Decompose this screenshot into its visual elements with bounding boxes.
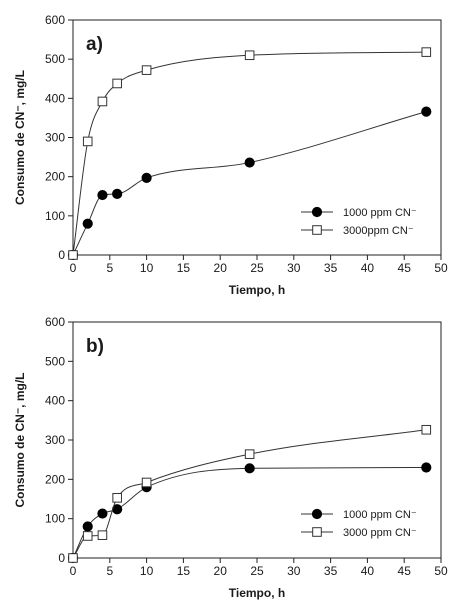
panel-label: a) <box>86 34 103 55</box>
x-tick-label: 0 <box>70 261 77 275</box>
x-tick-label: 50 <box>434 564 448 578</box>
x-tick-label: 0 <box>70 564 77 578</box>
data-point-series-1 <box>112 188 123 199</box>
x-tick-label: 20 <box>214 261 228 275</box>
x-tick-label: 25 <box>250 564 264 578</box>
y-axis-title: Consumo de CN⁻, mg/L <box>13 373 27 508</box>
data-point-series-1 <box>141 172 152 183</box>
data-point-series-1 <box>244 463 255 474</box>
y-tick-label: 400 <box>45 91 65 105</box>
data-point-series-2 <box>112 78 122 89</box>
x-tick-label: 50 <box>434 261 448 275</box>
y-tick-label: 600 <box>45 13 65 27</box>
data-point-series-2 <box>421 424 432 435</box>
x-tick-label: 45 <box>398 261 412 275</box>
data-point-series-2 <box>97 96 108 107</box>
legend-marker-2 <box>312 225 322 235</box>
data-point-series-1 <box>82 521 93 532</box>
y-tick-label: 400 <box>45 394 65 408</box>
legend-label-1: 1000 ppm CN⁻ <box>343 207 417 219</box>
x-tick-label: 20 <box>214 564 228 578</box>
data-point-series-2 <box>97 530 108 540</box>
chart-panel-a: 0 5 10 15 20 25 30 35 40 45 500100200300400500600T… <box>13 13 448 297</box>
x-axis-title: Tiempo, h <box>229 586 285 600</box>
x-tick-label: 5 <box>106 564 113 578</box>
data-point-series-1 <box>421 462 432 473</box>
y-tick-label: 300 <box>45 131 65 145</box>
x-tick-label: 10 <box>140 261 154 275</box>
y-tick-label: 500 <box>45 52 65 66</box>
x-tick-label: 30 <box>287 564 301 578</box>
data-point-series-2 <box>82 136 93 147</box>
data-point-series-2 <box>244 449 255 459</box>
legend-label-2: 3000 ppm CN⁻ <box>343 527 417 539</box>
data-point-series-1 <box>421 106 432 117</box>
y-tick-label: 200 <box>45 472 65 486</box>
y-tick-label: 500 <box>45 354 65 368</box>
legend-marker-1 <box>311 508 323 520</box>
data-point-series-2 <box>112 493 122 503</box>
legend-label-1: 1000 ppm CN⁻ <box>343 509 417 521</box>
data-point-series-2 <box>68 553 78 563</box>
data-point-series-2 <box>421 47 432 57</box>
data-point-series-2 <box>141 477 152 488</box>
x-tick-label: 35 <box>324 564 338 578</box>
data-point-series-1 <box>97 508 108 519</box>
data-point-series-2 <box>68 250 78 260</box>
y-tick-label: 100 <box>45 209 65 223</box>
data-point-series-1 <box>97 189 108 201</box>
x-tick-label: 45 <box>398 564 412 578</box>
x-tick-label: 25 <box>250 261 264 275</box>
x-tick-label: 5 <box>106 261 113 275</box>
plot-frame <box>72 321 442 559</box>
x-axis-title: Tiempo, h <box>229 283 285 297</box>
data-point-series-2 <box>244 50 255 61</box>
x-tick-label: 30 <box>287 261 301 275</box>
y-tick-label: 100 <box>45 512 65 526</box>
data-point-series-2 <box>141 65 152 75</box>
legend-marker-2 <box>312 527 322 537</box>
y-tick-label: 200 <box>45 170 65 184</box>
data-point-series-1 <box>244 157 255 168</box>
x-tick-label: 15 <box>177 261 191 275</box>
legend-marker-1 <box>311 206 323 218</box>
x-tick-label: 35 <box>324 261 338 275</box>
panel-label: b) <box>86 336 104 357</box>
y-tick-label: 300 <box>45 433 65 447</box>
data-point-series-1 <box>82 218 93 229</box>
x-tick-label: 40 <box>361 261 375 275</box>
y-tick-label: 0 <box>58 248 65 262</box>
y-axis-title: Consumo de CN⁻, mg/L <box>13 70 27 205</box>
y-tick-label: 600 <box>45 315 65 329</box>
x-tick-label: 15 <box>177 564 191 578</box>
chart-panel-b: 0 5 10 15 20 25 30 35 40 45 500100200300400500600T… <box>13 315 448 600</box>
x-tick-label: 10 <box>140 564 154 578</box>
legend-label-2: 3000ppm CN⁻ <box>343 225 414 237</box>
x-tick-label: 40 <box>361 564 375 578</box>
y-tick-label: 0 <box>58 551 65 565</box>
data-point-series-2 <box>82 531 93 541</box>
